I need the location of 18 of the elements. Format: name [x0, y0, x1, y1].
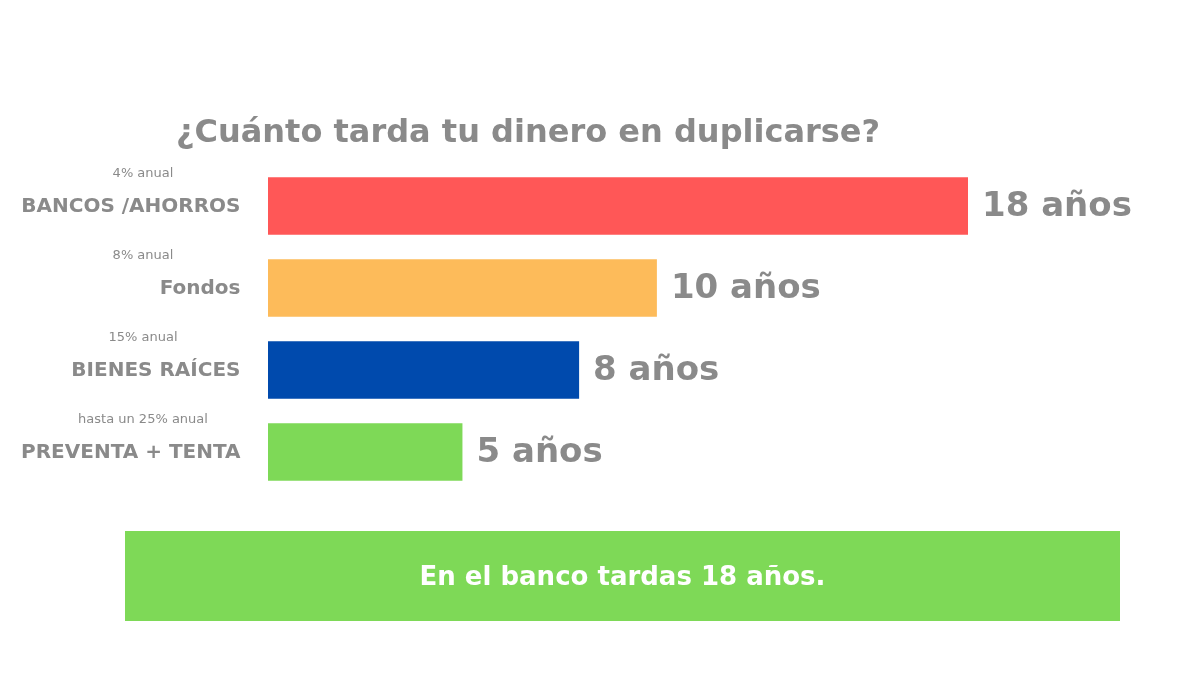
text: hasta un 25% anual — [78, 411, 208, 427]
bar — [268, 259, 657, 317]
banner-box: En el banco tardas 18 años. — [125, 531, 1120, 621]
y-tick-label: PREVENTA + TENTA — [21, 439, 242, 464]
y-tick-label: BIENES RAÍCES — [71, 357, 241, 382]
data-label: 8 años — [593, 348, 720, 389]
y-tick-label: Fondos — [159, 274, 241, 299]
y-tick-label: BANCOS /AHORROS — [21, 192, 241, 217]
text: 8% anual — [112, 246, 174, 262]
bar — [268, 341, 580, 399]
bar — [268, 423, 463, 481]
data-label: 18 años — [982, 183, 1132, 224]
data-label: 10 años — [670, 265, 821, 306]
text: 4% anual — [112, 164, 174, 180]
data-label: 5 años — [476, 430, 603, 471]
chart-title: ¿Cuánto tarda tu dinero en duplicarse? — [175, 111, 881, 150]
text: 15% anual — [108, 329, 178, 345]
bar — [268, 177, 968, 235]
